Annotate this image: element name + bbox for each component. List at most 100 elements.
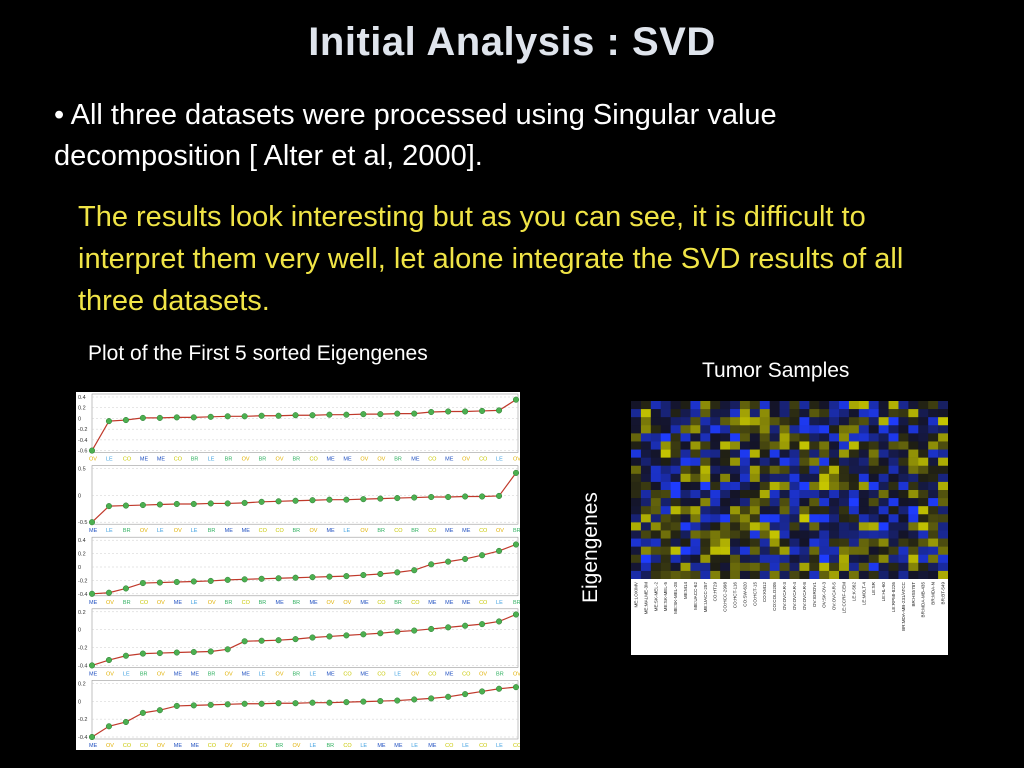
heatmap-cell	[730, 449, 741, 458]
heatmap-cell	[799, 514, 810, 523]
heatmap-cell	[759, 498, 770, 507]
tick-label: 0.2	[78, 681, 86, 687]
heatmap-cell	[829, 473, 840, 483]
heatmap-cell	[710, 425, 721, 434]
heatmap-cell	[730, 417, 741, 426]
sample-label: ME	[326, 457, 335, 463]
heatmap-cell	[868, 409, 879, 418]
sample-label: LE	[106, 528, 113, 534]
heatmap-cell	[819, 473, 830, 483]
heatmap-cell	[670, 546, 681, 556]
heatmap-cell	[848, 498, 860, 507]
heatmap-cell	[730, 546, 741, 556]
sample-label: CO	[123, 743, 132, 749]
heatmap-cell	[888, 465, 899, 475]
heatmap-cell	[799, 441, 810, 450]
heatmap-cell	[868, 538, 879, 547]
heatmap-cell	[739, 433, 751, 442]
heatmap-cell	[928, 506, 939, 515]
heatmap-cell	[640, 562, 652, 572]
heatmap-cell	[878, 538, 889, 547]
heatmap-cell	[749, 522, 761, 531]
heatmap-cell	[730, 441, 741, 450]
heatmap-cell	[730, 570, 741, 580]
heatmap-cell	[878, 457, 889, 467]
heatmap-cell	[888, 522, 899, 531]
series-point	[479, 621, 486, 628]
heatmap-cell	[789, 490, 800, 499]
sample-label: LE	[191, 528, 198, 534]
plot-frame	[91, 536, 519, 597]
sample-label: CO	[479, 528, 488, 534]
sample-label: BR	[293, 671, 301, 677]
heatmap-cell	[631, 490, 642, 499]
heatmap-cell	[710, 506, 721, 515]
heatmap-cell	[819, 506, 830, 515]
heatmap-cell	[829, 546, 840, 556]
tick-label: -0.2	[78, 427, 87, 433]
heatmap-cell	[631, 425, 642, 434]
heatmap-cell	[938, 522, 948, 531]
heatmap-cell	[878, 490, 889, 499]
sample-label: OV	[225, 743, 233, 749]
series-point	[224, 500, 231, 507]
heatmap-cell	[779, 506, 790, 515]
heatmap-cell	[720, 506, 731, 515]
heatmap-cell	[640, 441, 652, 450]
series-point	[139, 414, 146, 421]
sample-label: LE	[191, 600, 198, 606]
series-point	[411, 567, 418, 574]
heatmap-cell	[720, 401, 731, 410]
heatmap-cell	[779, 481, 790, 491]
sample-name-label: BR:MDA-MB-231/ATCC	[901, 581, 906, 631]
heatmap-cell	[848, 506, 860, 515]
heatmap-cell	[720, 514, 731, 523]
heatmap-cell	[839, 449, 850, 458]
heatmap-cell	[868, 473, 879, 483]
heatmap-cell	[779, 554, 790, 564]
heatmap-cell	[868, 465, 879, 475]
heatmap-cell	[640, 465, 652, 475]
heatmap-cell	[710, 562, 721, 572]
sample-name-label: LE:MOLT-4	[861, 582, 866, 606]
heatmap-cell	[631, 473, 642, 483]
heatmap-cell	[650, 441, 662, 450]
heatmap-cell	[759, 441, 770, 450]
heatmap-cell	[660, 562, 671, 572]
series-point	[462, 622, 469, 629]
sample-label: CO	[394, 528, 403, 534]
heatmap-cell	[829, 449, 840, 458]
heatmap-cell	[878, 506, 889, 515]
heatmap-cell	[650, 433, 662, 442]
tick-label: 0	[78, 493, 81, 499]
heatmap-cell	[839, 498, 850, 507]
heatmap-cell	[769, 554, 780, 564]
heatmap-cell	[888, 457, 899, 467]
heatmap-cell	[898, 457, 909, 467]
heatmap-cell	[670, 514, 681, 523]
heatmap-cell	[848, 546, 860, 556]
heatmap-cell	[868, 490, 879, 499]
heatmap-cell	[650, 538, 662, 547]
heatmap-cell	[670, 554, 681, 564]
series-point	[394, 410, 401, 417]
heatmap-cell	[700, 465, 711, 475]
series-point	[88, 733, 96, 741]
heatmap-cell	[650, 457, 662, 467]
heatmap-cell	[938, 433, 948, 442]
eigengene-heatmap: ME:LOXIMV ME:MALME-3M ME:SK-MEL-2 ME:SK-MEL…	[631, 401, 948, 655]
heatmap-cell	[680, 570, 691, 580]
heatmap-cell	[928, 546, 939, 556]
heatmap-cell	[680, 554, 691, 564]
heatmap-cell	[829, 498, 840, 507]
heatmap-cell	[829, 538, 840, 547]
heatmap-cell	[928, 465, 939, 475]
heatmap-cell	[631, 465, 642, 475]
heatmap-cell	[680, 457, 691, 467]
heatmap-cell	[680, 498, 691, 507]
sample-name-label: LE:SR	[871, 581, 876, 595]
series-point	[377, 630, 384, 637]
heatmap-cell	[799, 490, 810, 499]
heatmap-cell	[670, 473, 681, 483]
heatmap-cell	[809, 417, 820, 426]
